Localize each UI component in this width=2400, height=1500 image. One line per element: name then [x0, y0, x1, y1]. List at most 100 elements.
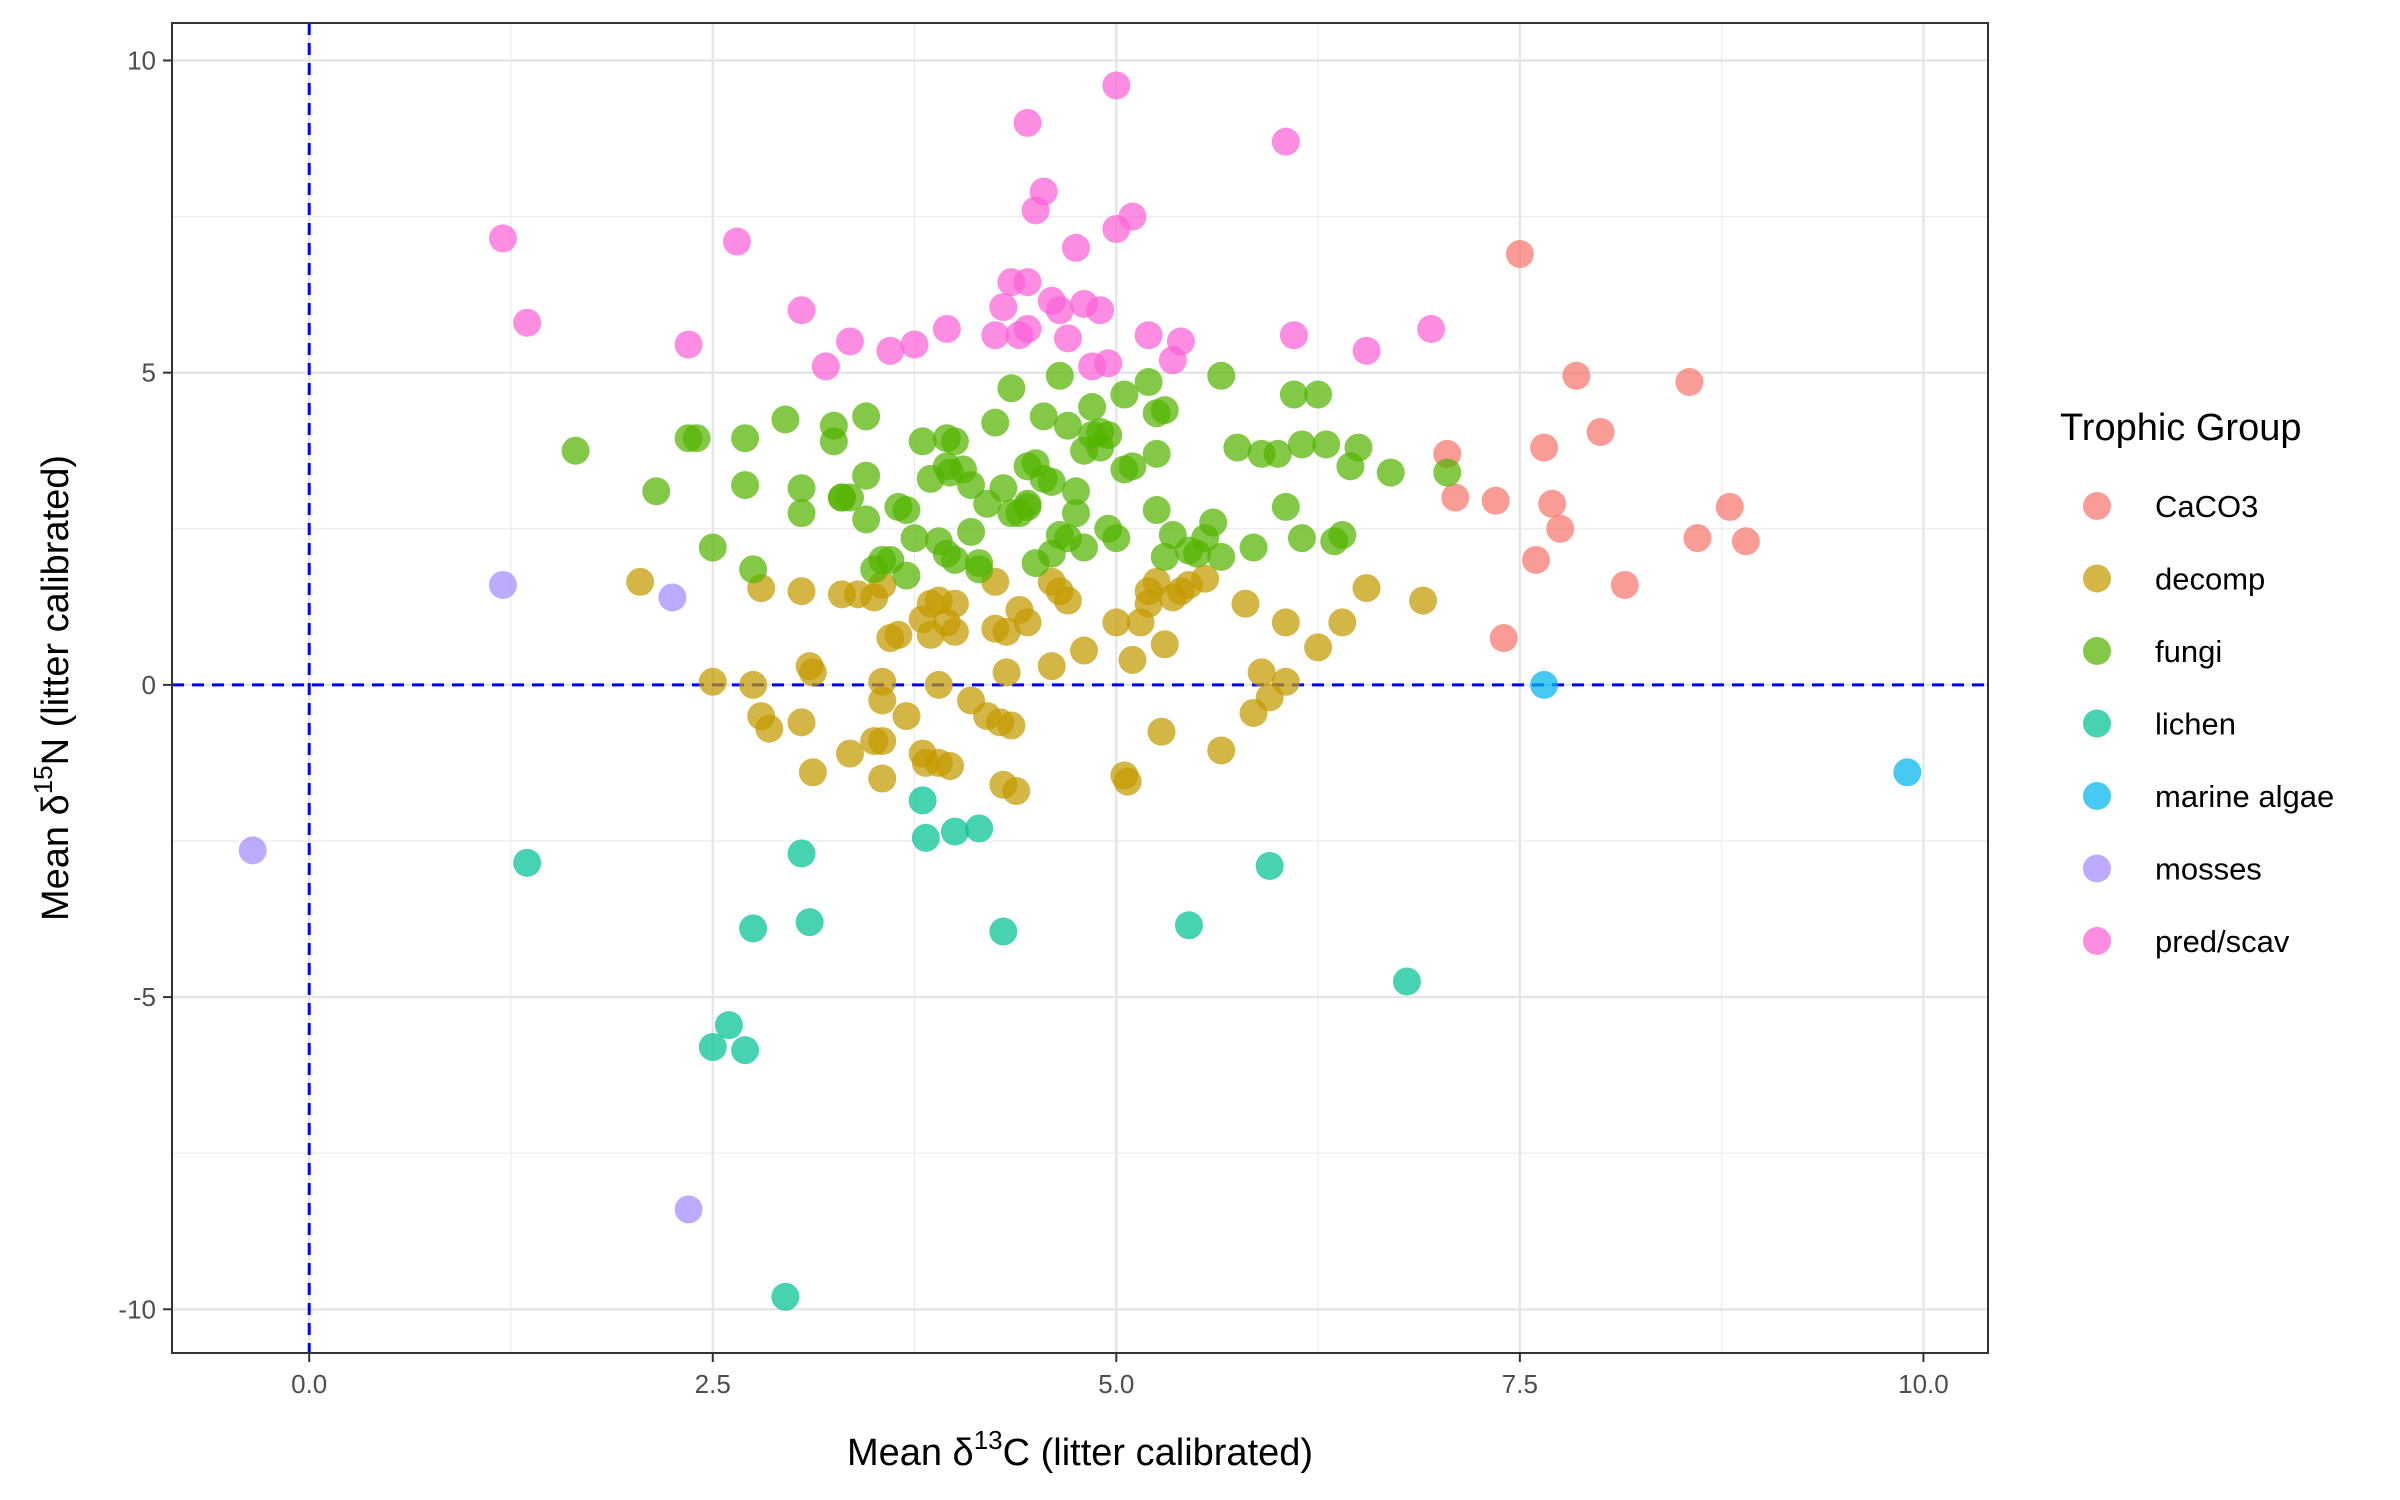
point-decomp: [1118, 645, 1147, 674]
legend-label-marine-algae: marine algae: [2155, 779, 2334, 814]
point-fungi: [1110, 380, 1139, 409]
point-caco3: [1546, 514, 1575, 543]
point-decomp: [940, 589, 969, 618]
point-fungi: [1142, 439, 1171, 468]
point-fungi: [1070, 533, 1099, 562]
x-tick-label: 0.0: [291, 1369, 327, 1399]
point-caco3: [1481, 486, 1510, 515]
point-pred-scav: [488, 224, 517, 253]
point-fungi: [1118, 452, 1147, 481]
point-decomp: [1150, 630, 1179, 659]
legend-label-fungi: fungi: [2155, 634, 2222, 669]
point-lichen: [911, 823, 940, 852]
point-fungi: [682, 424, 711, 453]
point-mosses: [238, 836, 267, 865]
x-tick-label: 7.5: [1502, 1369, 1538, 1399]
point-fungi: [908, 427, 937, 456]
point-decomp: [940, 617, 969, 646]
point-caco3: [1505, 240, 1534, 269]
point-decomp: [1352, 574, 1381, 603]
point-caco3: [1562, 361, 1591, 390]
point-pred-scav: [1094, 349, 1123, 378]
point-decomp: [1037, 652, 1066, 681]
point-fungi: [1207, 361, 1236, 390]
point-decomp: [992, 617, 1021, 646]
point-lichen: [1255, 851, 1284, 880]
point-decomp: [1231, 589, 1260, 618]
point-decomp: [924, 670, 953, 699]
point-lichen: [908, 786, 937, 815]
point-decomp: [787, 577, 816, 606]
point-fungi: [1037, 467, 1066, 496]
point-fungi: [1199, 508, 1228, 537]
y-tick-label: 5: [142, 358, 156, 388]
point-lichen: [698, 1033, 727, 1062]
point-decomp: [1191, 564, 1220, 593]
point-decomp: [992, 658, 1021, 687]
point-lichen: [1392, 967, 1421, 996]
point-decomp: [1409, 586, 1438, 615]
point-fungi: [1150, 396, 1179, 425]
y-axis-title-suffix: N (litter calibrated): [35, 455, 77, 765]
point-pred-scav: [1271, 127, 1300, 156]
x-tick-label: 10.0: [1898, 1369, 1949, 1399]
axis-ticks: 0.0 2.5 5.0 7.5 10.0 -10 -5 0 5 10: [118, 45, 1948, 1399]
point-decomp: [798, 758, 827, 787]
point-fungi: [965, 555, 994, 584]
legend-key-lichen: [2083, 709, 2111, 738]
x-axis-title-superscript: 13: [974, 1425, 1003, 1455]
point-fungi: [642, 477, 671, 506]
point-pred-scav: [811, 352, 840, 381]
point-lichen: [965, 814, 994, 843]
point-decomp: [868, 764, 897, 793]
point-fungi: [1312, 430, 1341, 459]
point-lichen: [513, 848, 542, 877]
point-pred-scav: [1013, 108, 1042, 137]
point-decomp: [1002, 777, 1031, 806]
point-pred-scav: [1086, 296, 1115, 325]
point-caco3: [1489, 624, 1518, 653]
point-fungi: [940, 427, 969, 456]
point-decomp: [892, 702, 921, 731]
point-decomp: [1113, 767, 1142, 796]
point-caco3: [1715, 492, 1744, 521]
point-marine-algae: [1530, 670, 1559, 699]
legend-key-decomp: [2083, 564, 2111, 593]
point-decomp: [1247, 658, 1276, 687]
point-pred-scav: [1166, 327, 1195, 356]
point-lichen: [989, 917, 1018, 946]
point-fungi: [1287, 430, 1316, 459]
point-fungi: [852, 461, 881, 490]
point-fungi: [1271, 492, 1300, 521]
point-fungi: [1094, 421, 1123, 450]
point-pred-scav: [835, 327, 864, 356]
y-tick-label: -10: [118, 1294, 156, 1324]
y-axis-title-prefix: Mean δ: [35, 794, 77, 921]
point-pred-scav: [1013, 268, 1042, 297]
legend-items: CaCO3 decomp fungi lichen marine algae mosses…: [2083, 489, 2334, 959]
point-decomp: [835, 739, 864, 768]
point-decomp: [698, 667, 727, 696]
point-decomp: [1328, 608, 1357, 637]
legend-key-fungi: [2083, 637, 2111, 665]
point-caco3: [1441, 483, 1470, 512]
point-fungi: [787, 499, 816, 528]
point-fungi: [787, 474, 816, 503]
point-decomp: [1304, 633, 1333, 662]
point-pred-scav: [1417, 314, 1446, 343]
plot-panel-border: [171, 22, 1989, 1354]
data-points: [238, 71, 1922, 1311]
point-pred-scav: [1061, 233, 1090, 262]
point-mosses: [488, 570, 517, 599]
legend-key-caco3: [2083, 492, 2111, 520]
point-fungi: [1134, 368, 1163, 397]
point-decomp: [1053, 586, 1082, 615]
x-tick-label: 2.5: [695, 1369, 731, 1399]
legend-label-pred-scav: pred/scav: [2155, 924, 2290, 959]
x-axis-title-prefix: Mean δ: [847, 1432, 974, 1474]
point-fungi: [957, 517, 986, 546]
point-fungi: [1013, 492, 1042, 521]
point-caco3: [1586, 417, 1615, 446]
point-pred-scav: [513, 308, 542, 337]
point-pred-scav: [932, 314, 961, 343]
